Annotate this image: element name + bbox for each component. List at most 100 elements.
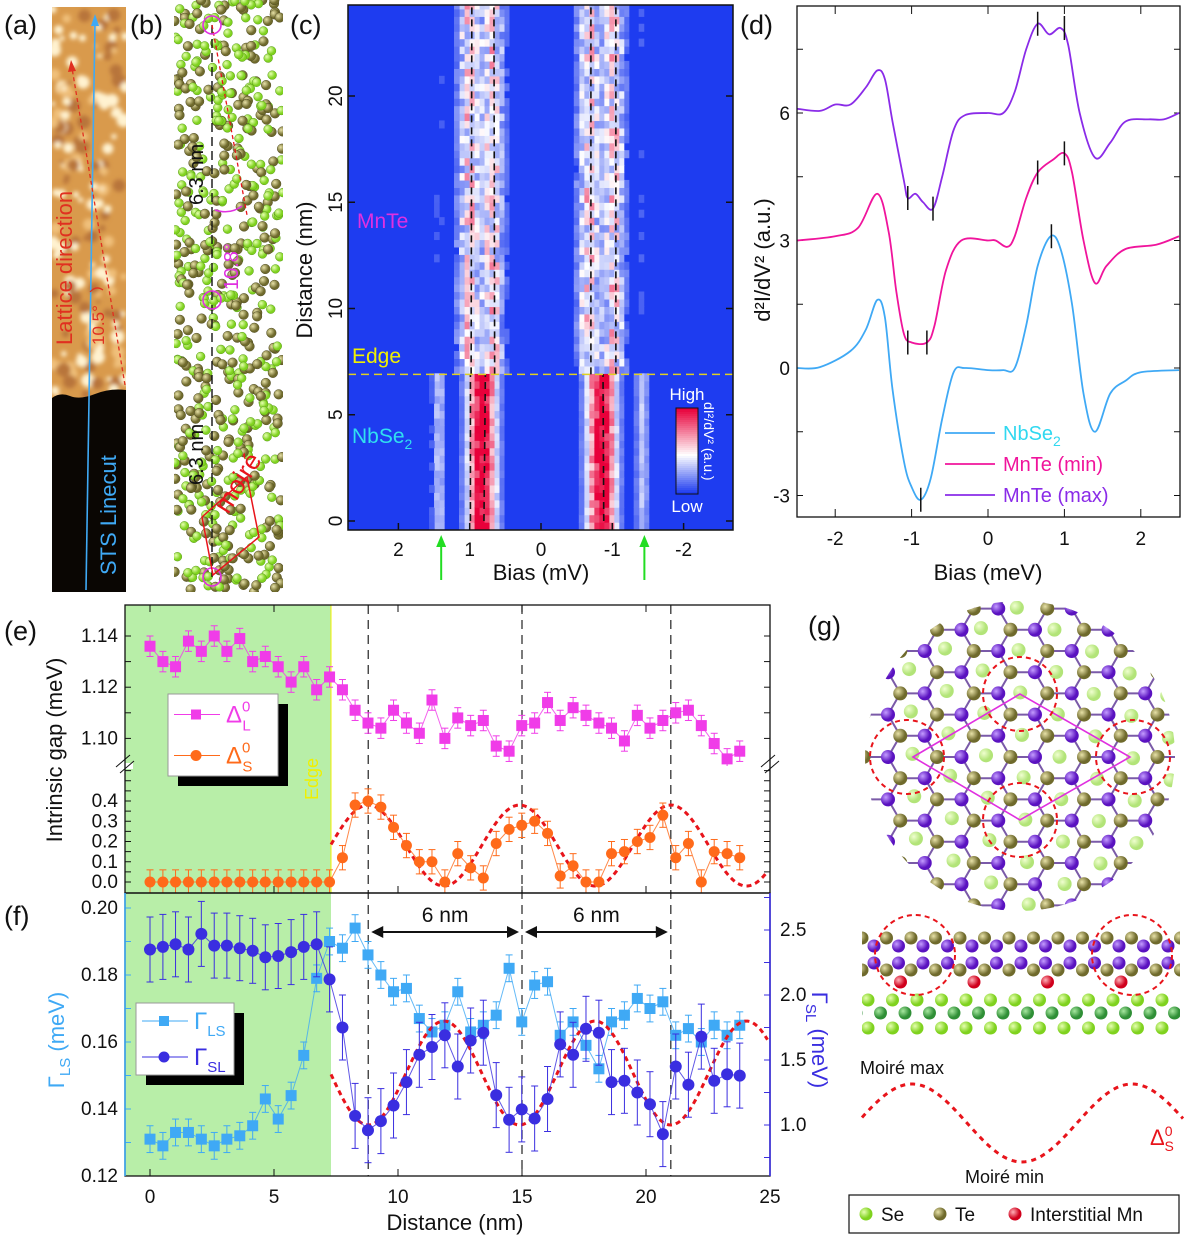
se-atom: [267, 492, 277, 502]
f-left-ylabel: ΓLS (meV): [44, 992, 74, 1088]
heatmap-cell: [583, 165, 590, 174]
heatmap-cell: [498, 477, 505, 486]
heatmap-cell: [468, 38, 475, 47]
te-atom: [1150, 792, 1165, 807]
heatmap-cell: [503, 209, 510, 218]
interstitial-mn-atom: [1041, 975, 1054, 989]
heatmap-cell: [618, 269, 625, 278]
heatmap-cell: [598, 31, 605, 40]
te-atom: [263, 244, 274, 255]
colorbar-segment: [676, 470, 698, 473]
heatmap-cell: [493, 239, 500, 248]
heatmap-cell: [473, 254, 480, 263]
heatmap-cell: [483, 321, 490, 330]
se-atom: [225, 71, 236, 81]
heatmap-cell: [618, 336, 625, 345]
heatmap-cell: [478, 313, 485, 322]
heatmap-cell: [478, 38, 485, 47]
heatmap-cell: [468, 135, 475, 144]
heatmap-cell: [598, 165, 605, 174]
heatmap-cell: [598, 120, 605, 129]
heatmap-cell: [483, 165, 490, 174]
te-atom: [1100, 931, 1114, 945]
data-point: [349, 799, 361, 811]
y-tick-label: 2.0: [780, 985, 806, 1006]
se-atom: [246, 159, 257, 169]
heatmap-cell: [608, 269, 615, 278]
data-point: [606, 1016, 618, 1028]
heatmap-cell: [603, 306, 610, 315]
heatmap-cell: [593, 209, 600, 218]
heatmap-cell: [503, 38, 510, 47]
moire-site-circle: [982, 656, 1058, 732]
heatmap-cell: [638, 484, 645, 493]
heatmap-cell: [583, 209, 590, 218]
heatmap-cell: [439, 462, 445, 471]
heatmap-cell: [593, 187, 600, 196]
se-atom: [886, 993, 899, 1007]
heatmap-cell: [608, 440, 615, 449]
heatmap-cell: [439, 477, 445, 486]
heatmap-cell: [463, 358, 470, 367]
data-point: [516, 720, 528, 732]
heatmap-cell: [608, 8, 615, 17]
heatmap-cell: [598, 321, 605, 330]
data-point: [618, 1009, 630, 1021]
interstitial-mn-atom: [894, 975, 907, 989]
data-point: [593, 717, 605, 729]
te-atom: [215, 415, 226, 426]
colorbar-frame: [675, 407, 699, 495]
heatmap-cell: [498, 492, 505, 501]
heatmap-cell: [488, 440, 495, 449]
heatmap-cell: [439, 484, 445, 493]
stm-feature-blob: [119, 377, 125, 382]
te-atom: [1113, 856, 1128, 870]
heatmap-cell: [578, 105, 585, 114]
heatmap-cell: [463, 83, 470, 92]
heatmap-cell: [459, 373, 465, 382]
data-point: [606, 722, 618, 734]
heatmap-cell: [608, 98, 615, 107]
data-point: [349, 704, 361, 716]
heatmap-cell: [598, 336, 605, 345]
heatmap-cell: [578, 16, 585, 25]
heatmap-cell: [459, 328, 465, 337]
te-atom: [225, 504, 236, 516]
heatmap-cell: [498, 60, 505, 69]
heatmap-cell: [643, 462, 650, 471]
data-series: [144, 625, 746, 766]
heatmap-cell: [643, 440, 650, 449]
delta-superscript: 0: [1165, 1123, 1173, 1139]
bond: [1070, 601, 1085, 610]
heatmap-cell: [578, 53, 585, 62]
heatmap-cell: [588, 5, 595, 10]
heatmap-cell: [613, 425, 620, 434]
data-point: [657, 809, 669, 821]
moire-site-circle: [874, 914, 956, 996]
heatmap-cell: [583, 105, 590, 114]
heatmap-cell: [488, 499, 495, 508]
heatmap-cell: [483, 179, 490, 188]
heatmap-cell: [613, 417, 620, 426]
stm-feature-blob: [91, 377, 104, 390]
heatmap-cell: [618, 224, 625, 233]
heatmap-cell: [473, 477, 480, 486]
heatmap-cell: [503, 328, 510, 337]
heatmap-cell: [598, 313, 605, 322]
heatmap-cell: [643, 499, 650, 508]
heatmap-cell: [578, 194, 585, 203]
heatmap-cell: [468, 142, 475, 151]
legend-text: MnTe (max): [1003, 485, 1109, 507]
te-atom: [185, 405, 196, 417]
heatmap-cell: [608, 298, 615, 307]
te-atom: [930, 707, 944, 722]
data-point: [182, 943, 195, 956]
heatmap-cell: [503, 224, 510, 233]
heatmap-cell: [593, 46, 600, 55]
heatmap-cell: [463, 239, 470, 248]
heatmap-cell: [603, 514, 610, 523]
heatmap-cell: [593, 172, 600, 181]
heatmap-cell: [478, 440, 485, 449]
heatmap-cell: [623, 365, 630, 374]
data-point: [400, 982, 412, 994]
